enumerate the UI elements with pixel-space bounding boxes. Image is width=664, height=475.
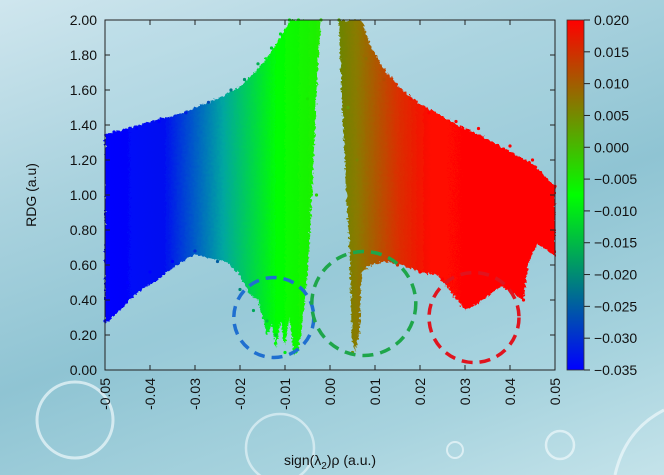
scatter-point [242,77,247,82]
scatter-point [125,280,130,285]
x-tick-label: 0.04 [502,378,518,405]
scatter-point [229,88,233,92]
scatter-point [463,298,467,302]
scatter-point [359,266,364,271]
x-axis-title-prefix: sign(λ [284,452,321,468]
scatter-point [269,46,274,50]
scatter-point [364,56,368,61]
scatter-point [521,298,526,302]
x-tick-label: 0.03 [457,378,473,405]
colorbar-tick-label: 0.000 [594,139,629,155]
scatter-cloud-repulsive [339,20,555,353]
scatter-point [305,97,310,101]
scatter-point [148,270,152,274]
scatter-point [251,308,256,313]
scatter-point [193,249,197,253]
scatter-point [238,287,242,292]
scatter-point [278,32,283,36]
scatter-point [314,193,319,197]
x-tick-label: 0.05 [547,378,563,405]
x-axis-title-suffix: )ρ (a.u.) [327,452,376,468]
scatter-point [530,158,535,162]
scatter-point [283,350,287,355]
x-tick-label: -0.03 [187,378,203,410]
colorbar-tick-label: −0.025 [594,298,637,314]
y-tick-label: 0.80 [70,222,97,238]
annotation-circle [310,249,418,358]
colorbar-tick-label: 0.010 [594,76,629,92]
y-tick-label: 0.40 [70,292,97,308]
colorbar-tick-label: 0.020 [594,12,629,28]
x-tick-label: 0.01 [367,378,383,405]
y-tick-label: 1.80 [70,47,97,63]
x-tick-label: 0.00 [322,378,338,405]
x-tick-label: -0.01 [277,378,293,410]
scatter-point [206,100,211,104]
scatter-point [382,77,386,82]
annotation-circle [427,270,521,365]
scatter-point [440,277,445,281]
scatter-point [274,333,278,337]
y-tick-label: 1.20 [70,152,97,168]
background-bubbles [35,380,664,475]
y-tick-label: 1.00 [70,187,97,203]
colorbar: 0.020 0.015 0.010 0.005 0.000 −0.005 −0.010 −0.… [566,12,637,378]
plot-area [103,18,557,370]
scatter-point [476,126,481,131]
y-tick-label: 0.20 [70,327,97,343]
scatter-point [184,111,188,115]
scatter-point [112,130,116,134]
scatter-point [454,119,458,124]
x-tick-label: 0.02 [412,378,428,405]
x-axis-title-subscript: 2 [321,461,327,472]
scatter-point [355,158,359,162]
x-axis-title: sign(λ2)ρ (a.u.) [284,452,376,472]
scatter-cloud-attractive [105,20,321,356]
colorbar-tick-label: −0.015 [594,235,637,251]
scatter-point [427,111,431,115]
scatter-point [134,126,139,131]
scatter-point [346,105,350,110]
x-tick-label: -0.05 [97,378,113,410]
colorbar-ticks: 0.020 0.015 0.010 0.005 0.000 −0.005 −0.010 −0.… [584,12,637,378]
x-tick-label: -0.02 [232,378,248,410]
scatter-point [157,119,161,124]
scatter-point [256,62,260,66]
scatter-point [170,259,175,264]
colorbar-tick-label: −0.030 [594,330,637,346]
scatter-point [409,97,413,101]
scatter-point [544,245,548,250]
colorbar-tick-label: −0.010 [594,203,637,219]
scatter-point [107,210,112,215]
axes: 0.00 0.20 0.40 0.60 0.80 1.00 1.20 1.40 1.60 1.80… [70,12,563,410]
colorbar-tick-label: −0.005 [594,171,637,187]
y-tick-label: 0.00 [70,362,97,378]
colorbar-tick-label: −0.020 [594,267,637,283]
scatter-point [485,291,490,295]
y-tick-label: 2.00 [70,12,97,28]
scatter-point [508,144,512,148]
y-tick-label: 1.40 [70,117,97,133]
colorbar-tick-label: 0.005 [594,107,629,123]
x-tick-label: -0.04 [142,378,158,410]
scatter-point [215,259,220,264]
colorbar-tick-label: −0.035 [594,362,637,378]
y-tick-label: 0.60 [70,257,97,273]
colorbar-tick-label: 0.015 [594,44,629,60]
scatter-point [373,259,377,264]
scatter-point [265,319,269,323]
y-tick-label: 1.60 [70,82,97,98]
y-axis-title: RDG (a.u) [23,163,39,227]
scatter-point [418,270,422,274]
